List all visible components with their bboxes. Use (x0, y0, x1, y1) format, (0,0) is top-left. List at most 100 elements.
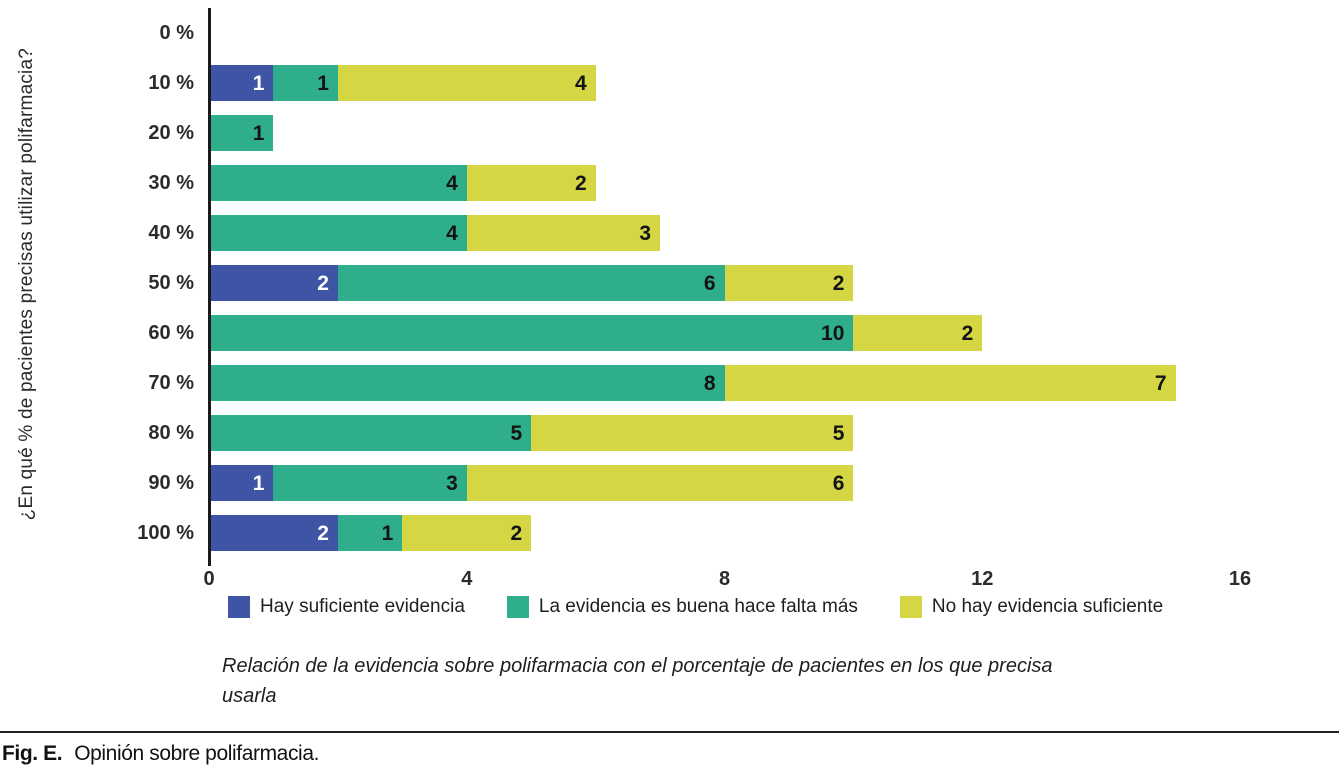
figure-caption: Fig. E. Opinión sobre polifarmacia. (2, 742, 319, 766)
bar-segment: 3 (273, 465, 467, 501)
figure-caption-text: Opinión sobre polifarmacia. (74, 742, 320, 765)
bar-value-label: 10 (821, 321, 845, 345)
bar-row: 80 % 5 5 (0, 408, 1240, 458)
bar-value-label: 3 (639, 221, 652, 245)
chart-caption: Relación de la evidencia sobre polifarma… (222, 651, 1242, 711)
bar-row: 50 % 2 6 2 (0, 258, 1240, 308)
bar-segment: 4 (209, 215, 467, 251)
y-tick-label: 40 % (148, 221, 194, 244)
bar-row: 90 % 1 3 6 (0, 458, 1240, 508)
bar-track: 10 2 (209, 315, 1240, 351)
bar-value-label: 7 (1154, 371, 1167, 395)
bar-segment: 2 (466, 165, 596, 201)
bar-segment: 6 (337, 265, 725, 301)
legend-item: Hay suficiente evidencia (228, 596, 465, 618)
bar-value-label: 1 (252, 121, 265, 145)
bar-segment: 2 (402, 515, 532, 551)
bar-row: 70 % 8 7 (0, 358, 1240, 408)
y-tick-label: 0 % (159, 21, 194, 44)
y-tick-label: 80 % (148, 421, 194, 444)
legend-label: No hay evidencia suficiente (931, 596, 1164, 617)
bar-segment: 2 (209, 515, 338, 551)
bar-segment: 1 (337, 515, 403, 551)
legend-item: La evidencia es buena hace falta más (506, 596, 858, 618)
y-tick-label: 20 % (148, 121, 194, 144)
chart-caption-line: Relación de la evidencia sobre polifarma… (222, 655, 1053, 677)
bar-segment: 10 (209, 315, 854, 351)
bar-track: 1 1 4 (209, 65, 1240, 101)
bar-value-label: 4 (446, 221, 458, 245)
bar-row: 0 % (0, 8, 1240, 58)
bar-segment: 2 (724, 265, 854, 301)
bar-segment: 8 (209, 365, 725, 401)
bar-track: 1 (209, 115, 1240, 151)
y-tick-label: 70 % (148, 371, 194, 394)
bar-segment: 5 (209, 415, 532, 451)
bar-segment: 2 (853, 315, 983, 351)
legend: Hay suficiente evidencia La evidencia es … (228, 596, 1163, 618)
bar-value-label: 6 (832, 471, 845, 495)
bar-value-label: 2 (510, 521, 523, 545)
bar-value-label: 2 (574, 171, 587, 195)
bar-value-label: 5 (510, 421, 523, 445)
bar-segment: 4 (209, 165, 467, 201)
figure-caption-label: Fig. E. (2, 742, 63, 765)
bar-segment: 7 (724, 365, 1176, 401)
y-tick-label: 50 % (148, 271, 194, 294)
y-axis-line (208, 8, 211, 566)
bar-row: 40 % 4 3 (0, 208, 1240, 258)
bar-row: 60 % 10 2 (0, 308, 1240, 358)
plot-rows: 0 % 10 % 1 1 4 20 % 1 30 % 4 2 40 % 4 3 50 % 2 6 2 60 % 10… (0, 8, 1240, 558)
bar-track: 1 3 6 (209, 465, 1240, 501)
legend-label: La evidencia es buena hace falta más (538, 596, 858, 617)
bar-row: 10 % 1 1 4 (0, 58, 1240, 108)
bar-value-label: 2 (961, 321, 974, 345)
bar-value-label: 2 (832, 271, 845, 295)
legend-item: No hay evidencia suficiente (899, 596, 1164, 618)
legend-label: Hay suficiente evidencia (260, 596, 465, 617)
bar-segment: 5 (531, 415, 854, 451)
bar-value-label: 1 (252, 471, 265, 495)
legend-swatch-icon (899, 596, 922, 618)
y-tick-label: 10 % (148, 71, 194, 94)
bar-value-label: 5 (832, 421, 845, 445)
y-tick-label: 60 % (148, 321, 194, 344)
bar-segment: 3 (466, 215, 661, 251)
bar-segment: 1 (209, 115, 274, 151)
bar-segment: 1 (273, 65, 338, 101)
legend-swatch-icon (228, 596, 250, 618)
bar-row: 100 % 2 1 2 (0, 508, 1240, 558)
bar-row: 20 % 1 (0, 108, 1240, 158)
bar-value-label: 3 (446, 471, 458, 495)
bar-track (209, 15, 1240, 51)
bar-track: 2 1 2 (209, 515, 1240, 551)
bar-segment: 1 (209, 65, 274, 101)
x-tick-label: 0 (203, 568, 215, 590)
bar-value-label: 2 (317, 521, 329, 545)
x-tick-label: 8 (718, 568, 731, 590)
chart-caption-line: usarla (222, 685, 277, 707)
y-tick-label: 30 % (148, 171, 194, 194)
bar-track: 2 6 2 (209, 265, 1240, 301)
x-tick-label: 4 (461, 568, 473, 590)
legend-swatch-icon (506, 596, 529, 618)
bar-segment: 4 (337, 65, 596, 101)
bar-segment: 2 (209, 265, 338, 301)
bar-value-label: 1 (252, 71, 265, 95)
y-tick-label: 90 % (148, 471, 194, 494)
bar-value-label: 1 (317, 71, 329, 95)
x-tick-label: 16 (1228, 568, 1252, 590)
bar-segment: 6 (466, 465, 854, 501)
bar-value-label: 4 (446, 171, 458, 195)
bar-row: 30 % 4 2 (0, 158, 1240, 208)
bar-value-label: 2 (317, 271, 329, 295)
bar-value-label: 6 (703, 271, 716, 295)
x-axis-ticks: 0 4 8 12 16 (203, 568, 1251, 592)
bar-segment: 1 (209, 465, 274, 501)
y-tick-label: 100 % (137, 521, 194, 544)
